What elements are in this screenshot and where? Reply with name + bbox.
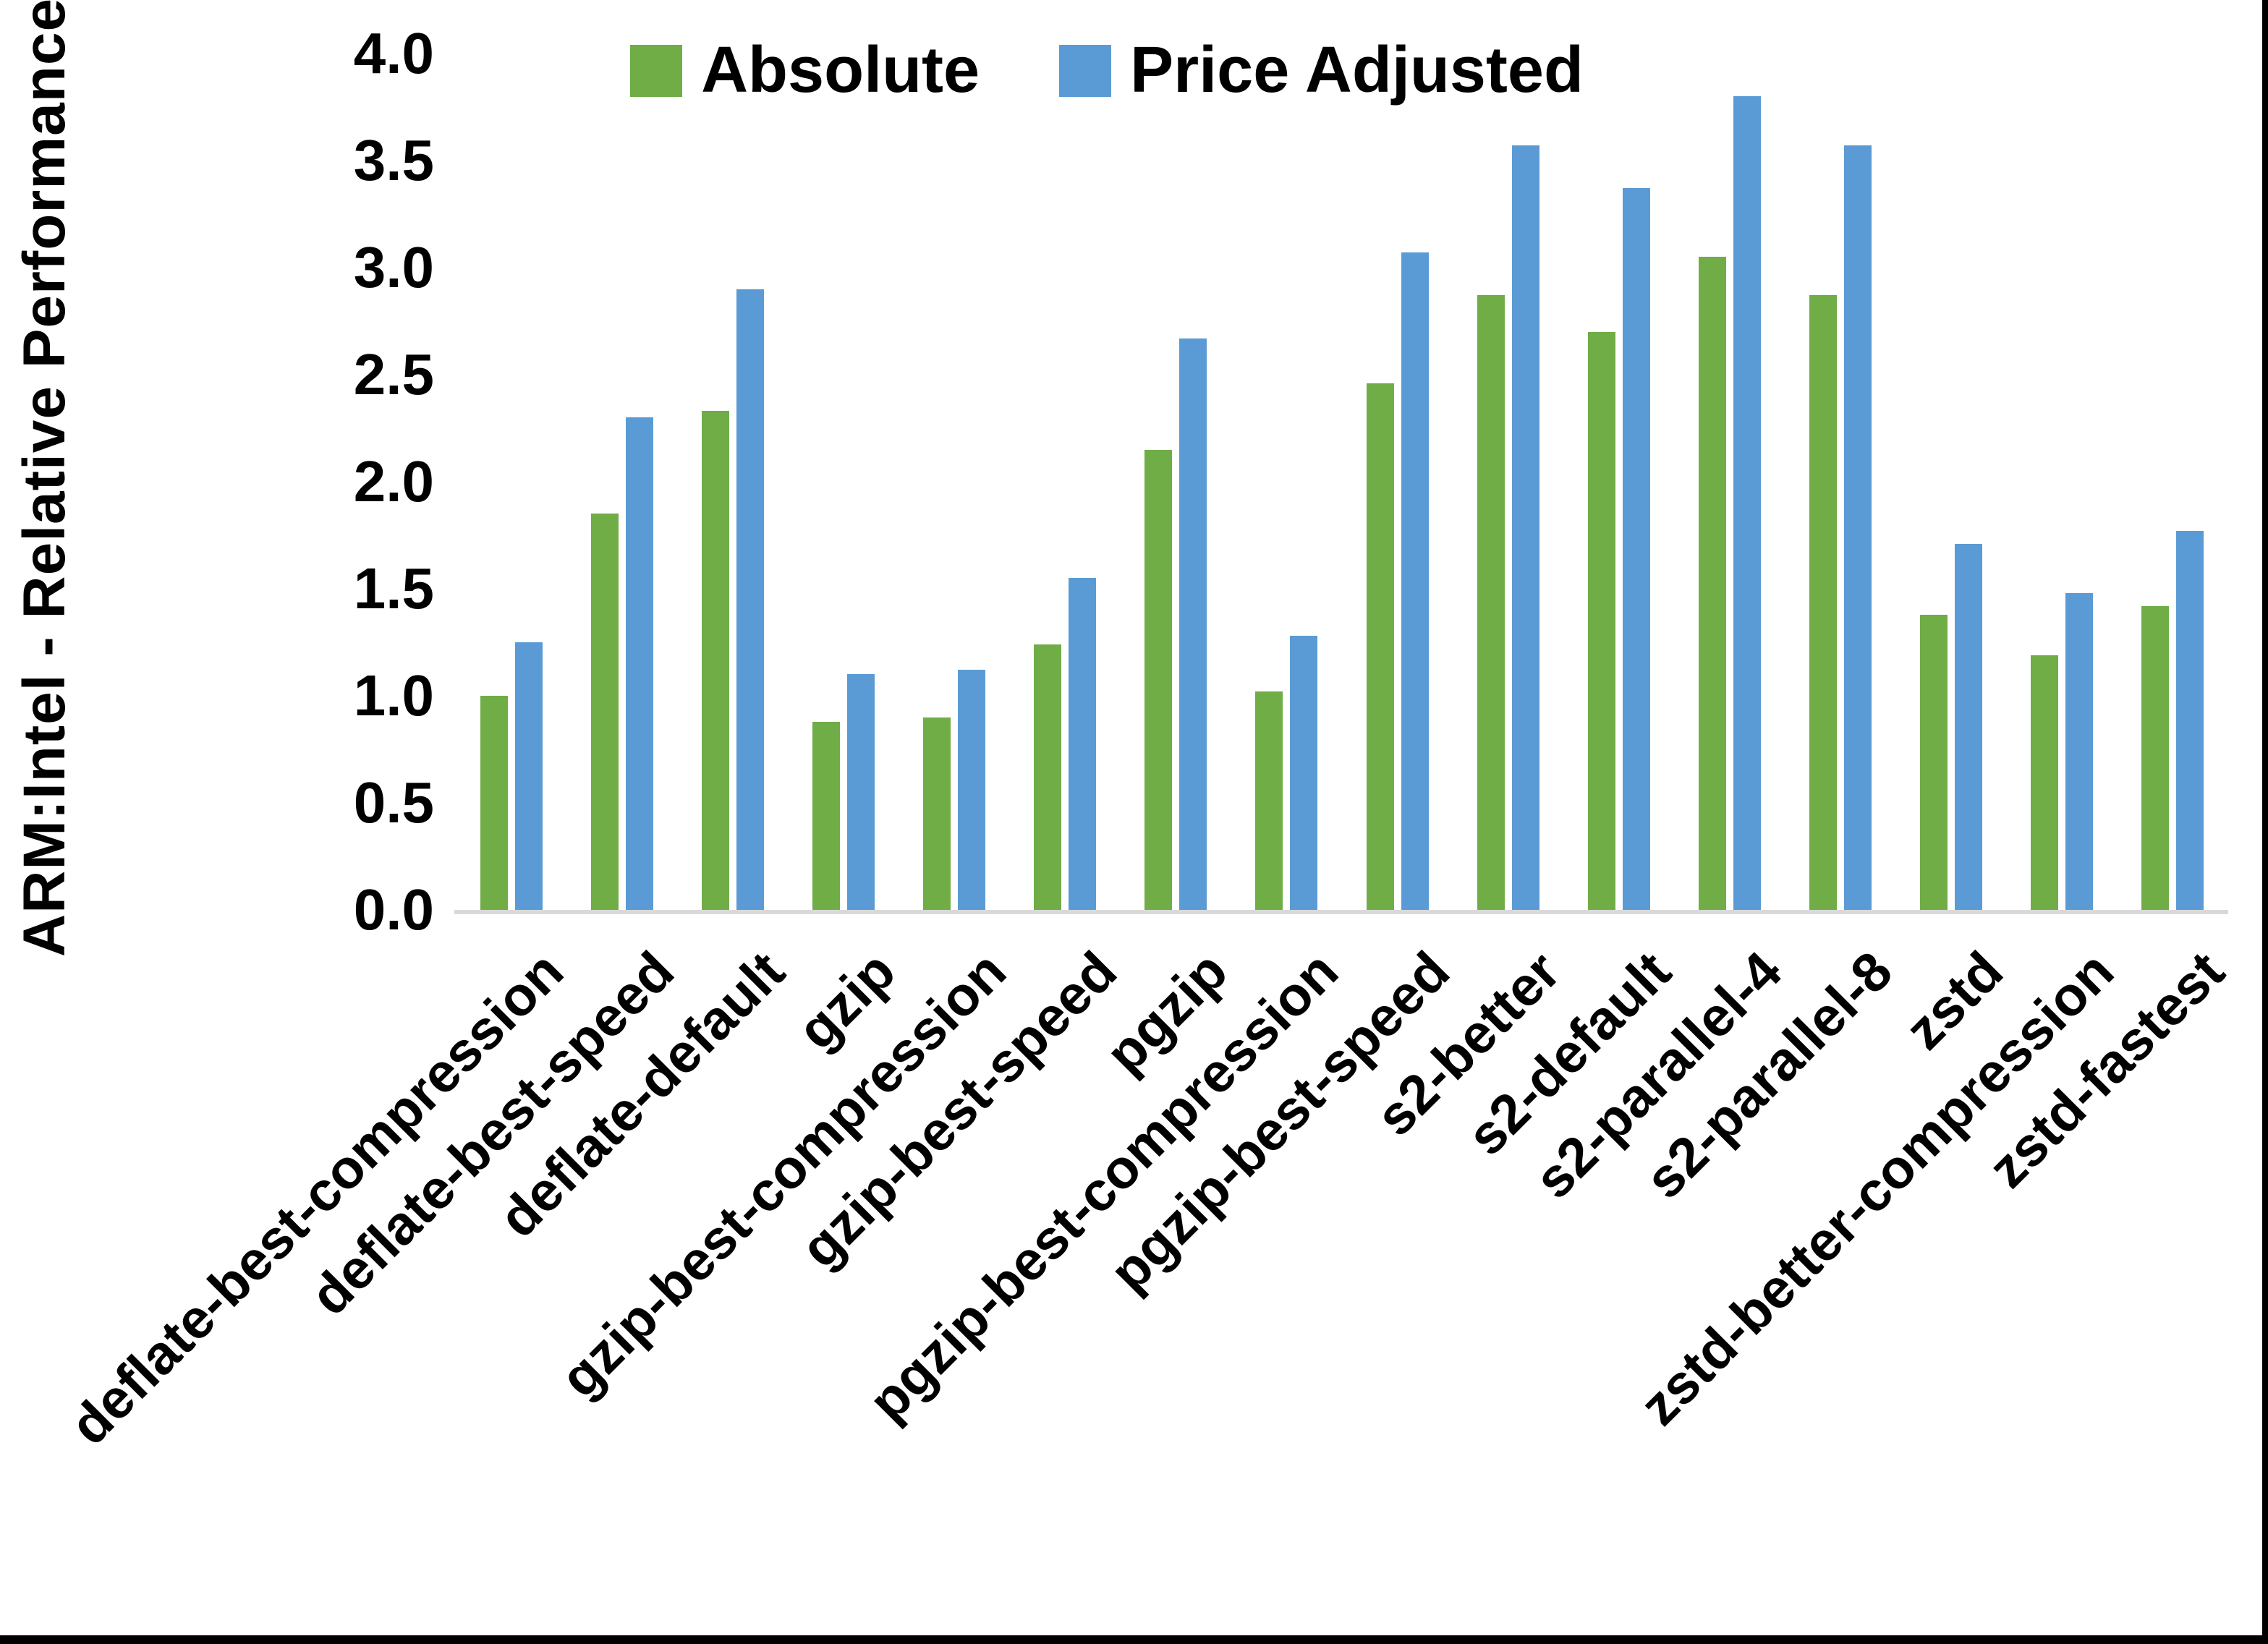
bar-price-adjusted-pgzip-best-speed [1401,252,1429,910]
bar-absolute-s2-parallel-8 [1809,295,1838,910]
bar-absolute-s2-default [1587,331,1615,910]
bar-price-adjusted-s2-better [1511,145,1539,910]
bar-absolute-deflate-best-compression [480,696,508,910]
bar-absolute-zstd-fastest [2141,605,2170,910]
bar-price-adjusted-zstd-better-compression [2065,592,2094,910]
y-tick-label: 2.0 [353,449,434,514]
legend-swatch-price-adjusted-icon [1059,44,1112,97]
bar-price-adjusted-pgzip-best-compression [1290,636,1318,910]
bar-absolute-pgzip [1144,449,1173,910]
bar-price-adjusted-zstd [1955,543,1983,910]
y-tick-label: 2.5 [353,342,434,406]
bar-absolute-deflate-best-speed [590,514,619,910]
bar-absolute-pgzip-best-speed [1366,383,1394,910]
bar-price-adjusted-gzip [846,674,875,910]
legend-item-absolute: Absolute [630,33,980,108]
y-tick-label: 0.0 [353,877,434,942]
y-axis-title: ARM:Intel - Relative Performance [12,0,77,958]
bar-price-adjusted-s2-parallel-4 [1733,96,1761,910]
y-tick-label: 3.5 [353,128,434,192]
legend-label-absolute: Absolute [701,34,980,106]
bar-price-adjusted-deflate-best-compression [514,642,543,910]
bar-absolute-s2-better [1477,295,1505,910]
y-tick-label: 3.0 [353,235,434,299]
legend-swatch-absolute-icon [630,44,683,97]
bar-absolute-gzip-best-speed [1034,644,1062,910]
legend-item-price-adjusted: Price Adjusted [1059,33,1584,108]
y-tick-label: 1.0 [353,663,434,728]
y-tick-label: 1.5 [353,556,434,621]
legend-label-price-adjusted: Price Adjusted [1130,34,1584,106]
bar-price-adjusted-deflate-default [736,289,764,910]
x-axis-line [454,910,2228,914]
bar-price-adjusted-gzip-best-compression [958,670,986,910]
bar-absolute-gzip-best-compression [923,717,951,910]
bar-price-adjusted-zstd-fastest [2176,531,2204,910]
bar-price-adjusted-s2-default [1622,188,1650,910]
bar-price-adjusted-gzip-best-speed [1069,578,1097,910]
bar-absolute-gzip [812,721,840,910]
y-tick-label: 4.0 [353,21,434,85]
legend: Absolute Price Adjusted [456,33,1758,108]
bar-absolute-deflate-default [701,411,729,910]
bar-absolute-zstd [1920,614,1948,910]
bar-price-adjusted-s2-parallel-8 [1844,145,1872,910]
bar-absolute-pgzip-best-compression [1255,691,1283,910]
bar-price-adjusted-pgzip [1179,338,1207,910]
bar-price-adjusted-deflate-best-speed [625,417,653,910]
bar-absolute-zstd-better-compression [2031,655,2059,910]
bar-absolute-s2-parallel-4 [1698,257,1726,910]
y-tick-label: 0.5 [353,770,434,835]
